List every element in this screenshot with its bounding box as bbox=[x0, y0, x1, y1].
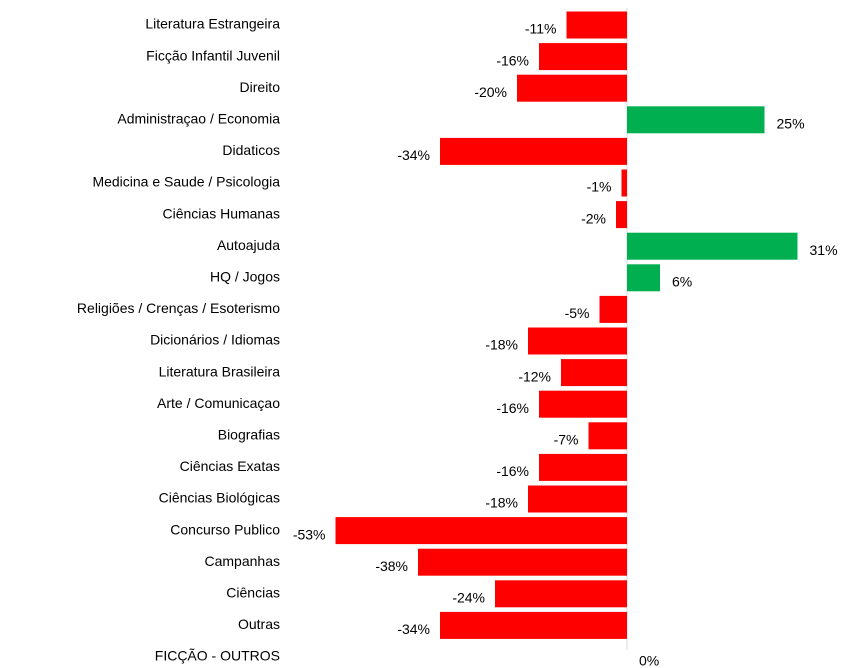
category-label: Autoajuda bbox=[217, 237, 280, 253]
category-label: Literatura Estrangeira bbox=[145, 16, 280, 32]
bar bbox=[440, 137, 627, 165]
category-label: Medicina e Saude / Psicologia bbox=[92, 174, 280, 190]
value-label: -53% bbox=[293, 526, 326, 542]
bar bbox=[599, 295, 627, 323]
bar bbox=[517, 74, 627, 102]
category-label: Ciências Biológicas bbox=[159, 490, 280, 506]
bar bbox=[418, 548, 627, 576]
bar bbox=[616, 201, 627, 229]
category-label: Arte / Comunicaçao bbox=[157, 395, 280, 411]
bar bbox=[621, 169, 627, 197]
value-label: -7% bbox=[554, 432, 579, 448]
value-label: 31% bbox=[810, 242, 838, 258]
value-label: -20% bbox=[474, 84, 507, 100]
bar bbox=[566, 11, 627, 39]
bar bbox=[539, 390, 627, 418]
category-label: Outras bbox=[238, 616, 280, 632]
value-label: 25% bbox=[777, 116, 805, 132]
bar bbox=[440, 611, 627, 639]
value-label: 6% bbox=[672, 274, 692, 290]
value-label: -2% bbox=[581, 210, 606, 226]
value-label: -16% bbox=[496, 400, 529, 416]
value-label: -18% bbox=[485, 337, 518, 353]
value-label: -5% bbox=[565, 305, 590, 321]
category-label: Biografias bbox=[218, 427, 280, 443]
bar bbox=[627, 264, 660, 292]
bar bbox=[539, 43, 627, 71]
category-label: Direito bbox=[240, 79, 281, 95]
bar bbox=[561, 359, 627, 387]
value-label: -1% bbox=[587, 179, 612, 195]
value-label: -34% bbox=[397, 147, 430, 163]
bar bbox=[495, 580, 627, 608]
category-label: Ciências Humanas bbox=[163, 205, 281, 221]
value-label: -34% bbox=[397, 621, 430, 637]
bar bbox=[528, 327, 627, 355]
category-label: Didaticos bbox=[222, 142, 280, 158]
bar bbox=[627, 232, 798, 260]
category-label: Ciências bbox=[226, 585, 280, 601]
category-label: HQ / Jogos bbox=[210, 269, 280, 285]
value-label: -18% bbox=[485, 495, 518, 511]
category-label: Campanhas bbox=[205, 553, 281, 569]
category-label: Ciências Exatas bbox=[180, 458, 280, 474]
value-label: -16% bbox=[496, 52, 529, 68]
category-label: FICÇÃO - OUTROS bbox=[155, 648, 280, 664]
bar bbox=[627, 106, 765, 134]
category-label: Administraçao / Economia bbox=[117, 111, 280, 127]
category-label: Dicionários / Idiomas bbox=[150, 332, 280, 348]
bar bbox=[335, 517, 627, 545]
category-label: Religiões / Crenças / Esoterismo bbox=[77, 300, 280, 316]
bar bbox=[588, 422, 627, 450]
value-label: -16% bbox=[496, 463, 529, 479]
value-label: -12% bbox=[518, 368, 551, 384]
category-label: Literatura Brasileira bbox=[159, 363, 281, 379]
category-label: Concurso Publico bbox=[170, 521, 280, 537]
value-label: -11% bbox=[525, 21, 557, 37]
bar bbox=[539, 453, 627, 481]
value-label: 0% bbox=[639, 653, 659, 668]
bar bbox=[528, 485, 627, 513]
value-label: -38% bbox=[375, 558, 408, 574]
value-label: -24% bbox=[452, 590, 485, 606]
category-label: Ficção Infantil Juvenil bbox=[146, 47, 280, 63]
